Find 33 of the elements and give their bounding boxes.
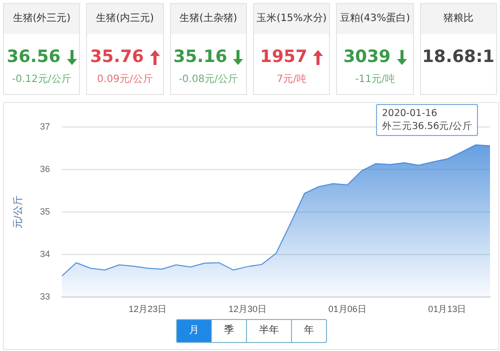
text: 35.16 xyxy=(173,46,228,68)
category-label: 生猪(土杂猪) xyxy=(170,4,246,34)
text: 1957 xyxy=(260,46,308,68)
text: 35.76 xyxy=(90,46,144,68)
text: 36.56 xyxy=(6,46,61,68)
category-label: 生猪(外三元) xyxy=(4,4,80,34)
text: 月 xyxy=(177,320,211,342)
text: 2020-01-16 xyxy=(382,107,438,120)
text: 18.68:1 xyxy=(422,46,494,68)
y-axis-title: 元/公斤 xyxy=(12,196,24,228)
y-tick-label: 35 xyxy=(40,206,50,217)
y-tick-label: 34 xyxy=(40,249,50,260)
text: 季 xyxy=(211,320,246,342)
y-tick-label: 33 xyxy=(40,292,50,302)
y-tick-label: 37 xyxy=(40,121,50,132)
data-label: 0.09元/公斤 xyxy=(96,72,154,86)
text: 年 xyxy=(291,320,326,342)
data-label: -0.08元/公斤 xyxy=(178,72,239,86)
x-tick-label: 12月30日 xyxy=(228,304,266,314)
category-label: 猪粮比 xyxy=(420,4,496,34)
category-label: 豆粕(43%蛋白) xyxy=(337,4,413,34)
data-label: 7元/吨 xyxy=(276,72,308,86)
x-tick-label: 12月23日 xyxy=(128,304,167,314)
x-tick-label: 01月13日 xyxy=(428,304,466,314)
annotation: 外三元36.56元/公斤 xyxy=(382,120,472,133)
x-tick-label: 01月06日 xyxy=(328,304,366,314)
category-label: 生猪(内三元) xyxy=(87,4,163,34)
y-tick-label: 36 xyxy=(40,164,50,174)
category-label: 玉米(15%水分) xyxy=(254,4,330,34)
text: 半年 xyxy=(246,320,291,342)
data-label: -0.12元/公斤 xyxy=(11,72,72,86)
text: 3039 xyxy=(343,46,391,68)
data-label: -11元/吨 xyxy=(354,72,396,86)
